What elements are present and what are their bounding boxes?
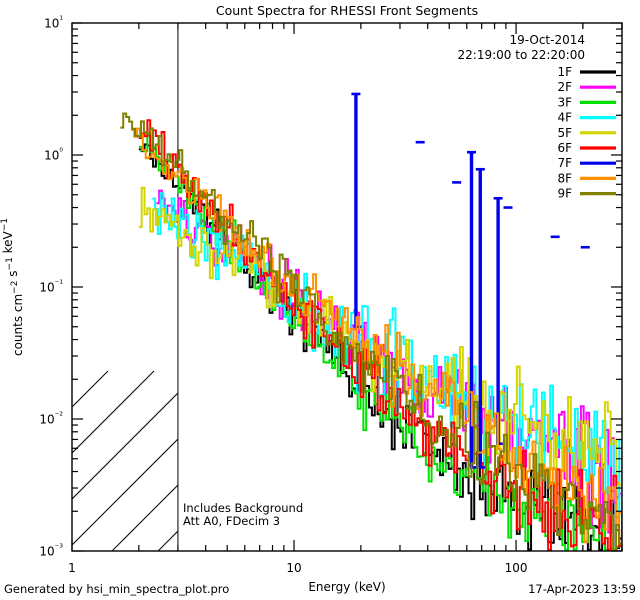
footer-timestamp-label: 17-Apr-2023 13:59: [528, 582, 636, 596]
x-axis-title: Energy (keV): [308, 580, 385, 594]
hatched-excluded-region: [72, 370, 178, 551]
legend-label-6f: 6F: [557, 141, 572, 155]
y-axis-tick-label: 10⁻²: [39, 412, 63, 427]
legend-label-3f: 3F: [557, 95, 572, 109]
y-axis-tick-label: 10⁰: [44, 148, 63, 163]
x-axis-tick-label: 1: [68, 561, 76, 575]
spectrum-trace-5f: [138, 186, 622, 504]
x-axis-tick-label: 100: [505, 561, 528, 575]
spectrum-spike-7f-4: [475, 167, 486, 469]
legend-label-7f: 7F: [557, 156, 572, 170]
observation-time-range-label: 22:19:00 to 22:20:00: [458, 48, 585, 62]
y-axis-title: counts cm−2 s−1 keV−1: [0, 218, 25, 356]
spectra-traces: [120, 92, 622, 551]
legend-label-2f: 2F: [557, 80, 572, 94]
spectrum-trace-9f: [120, 112, 622, 551]
legend-label-1f: 1F: [557, 65, 572, 79]
legend-label-9f: 9F: [557, 187, 572, 201]
observation-date-label: 19-Oct-2014: [509, 33, 585, 47]
legend-label-4f: 4F: [557, 111, 572, 125]
footer-generator-label: Generated by hsi_min_spectra_plot.pro: [4, 582, 229, 596]
y-axis-tick-label: 10⁻³: [39, 544, 63, 559]
x-axis-tick-label: 10: [286, 561, 301, 575]
legend-label-5f: 5F: [557, 126, 572, 140]
legend-label-8f: 8F: [557, 171, 572, 185]
plot-annotation-line-2: Att A0, FDecim 3: [183, 514, 280, 528]
y-axis-tick-label: 10¹: [44, 16, 63, 31]
plot-annotation-line-1: Includes Background: [183, 501, 303, 515]
page-title: Count Spectra for RHESSI Front Segments: [216, 3, 478, 18]
y-axis-tick-label: 10⁻¹: [39, 280, 63, 295]
